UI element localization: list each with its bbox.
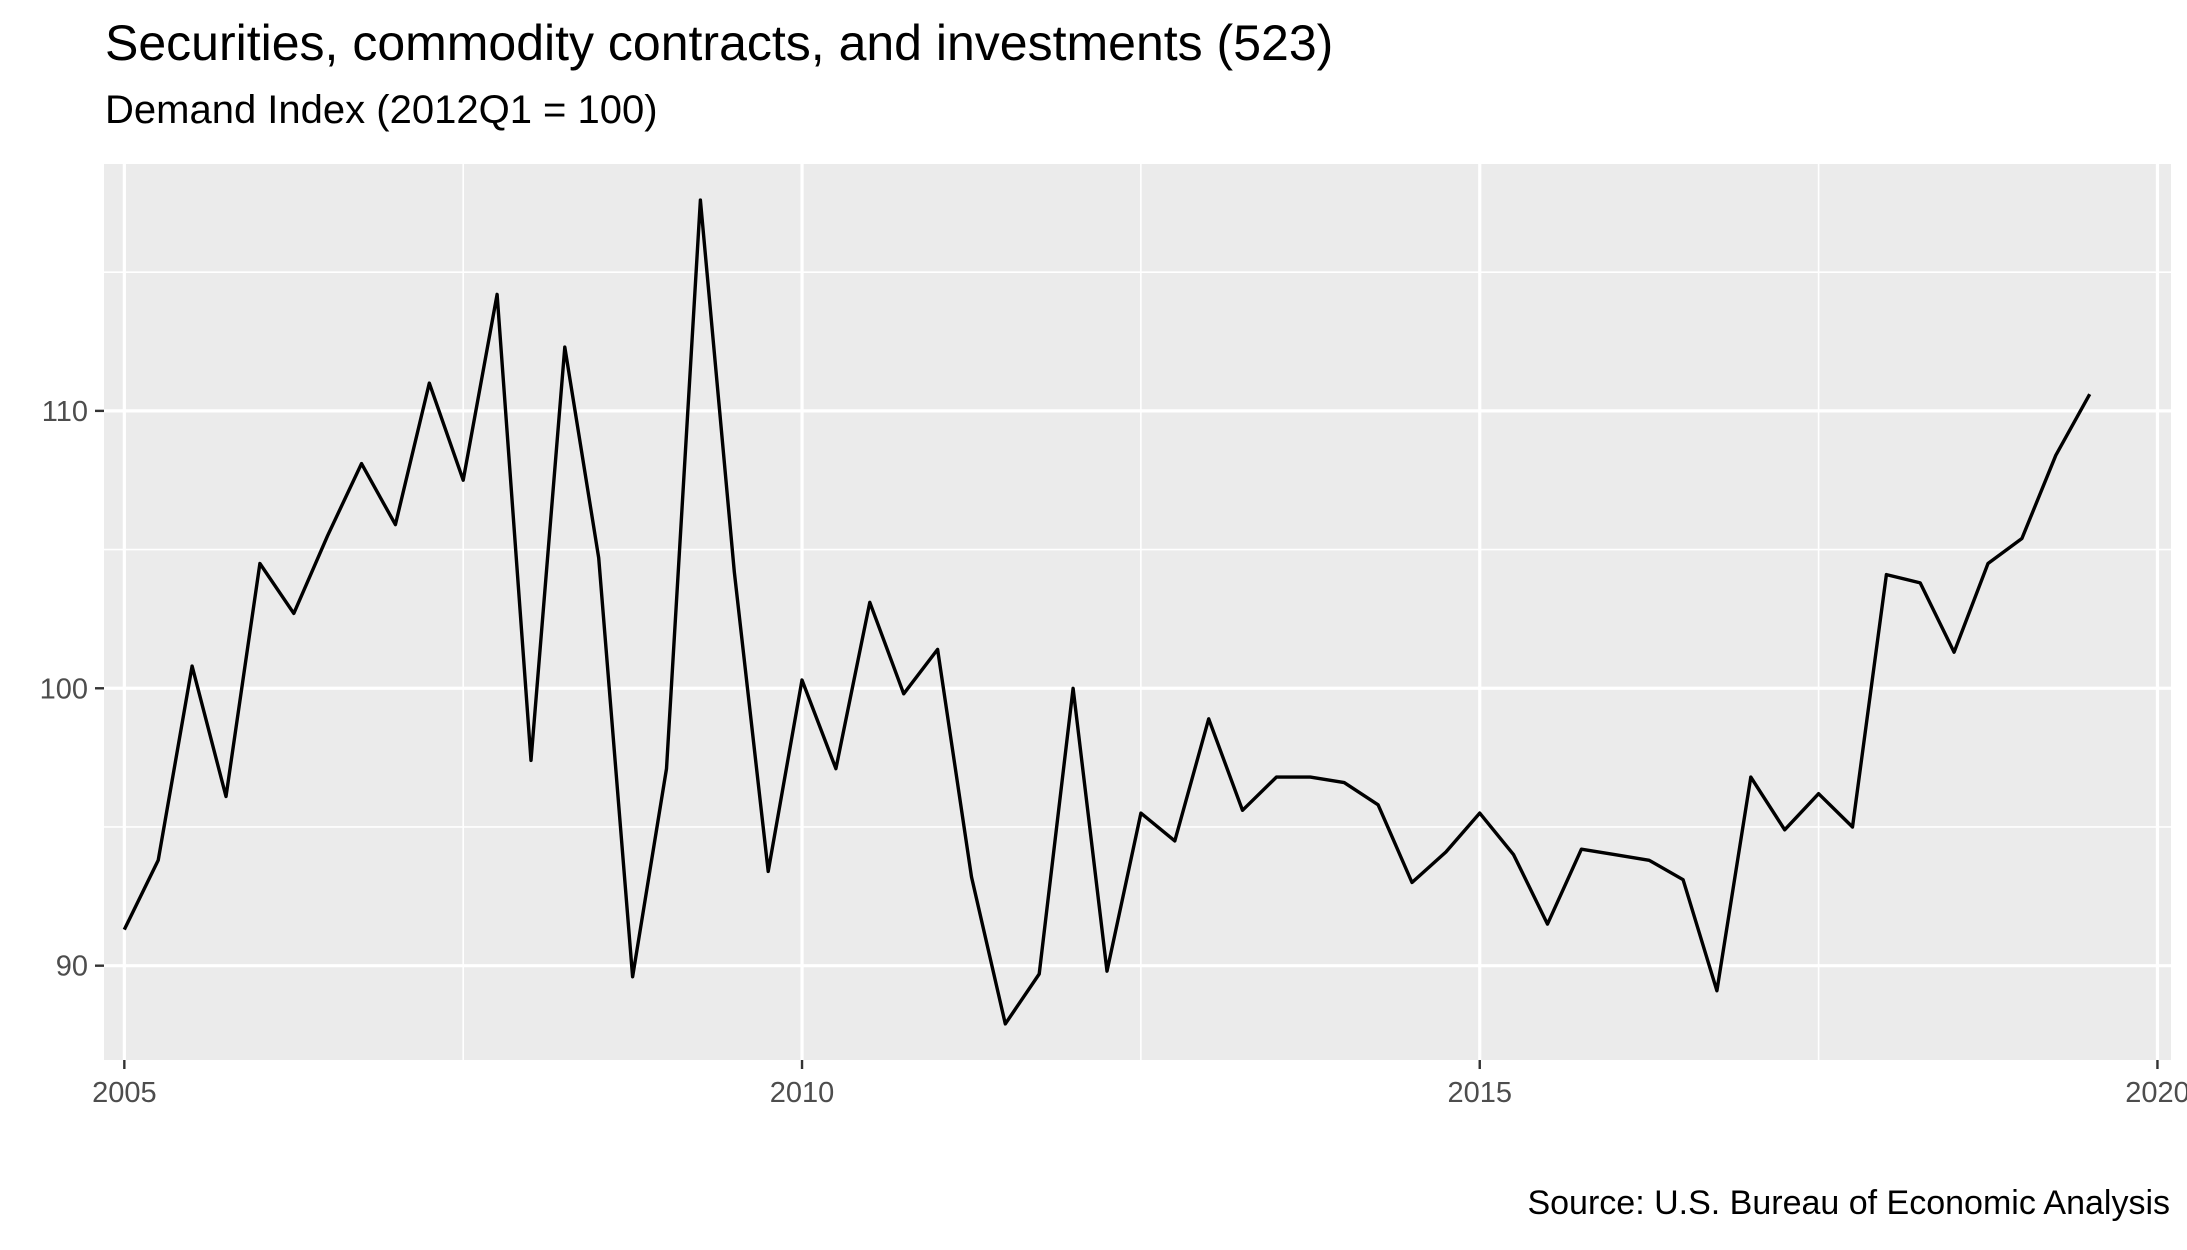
chart-subtitle: Demand Index (2012Q1 = 100) [105,88,658,132]
grid-minor [104,164,2171,1060]
y-tick-label: 110 [42,396,88,428]
source-caption: Source: U.S. Bureau of Economic Analysis [1527,1184,2170,1222]
x-axis: 2005 2010 2015 2020 [92,1060,2187,1109]
x-tick-label: 2020 [2125,1077,2187,1109]
y-axis: 90 100 110 [40,396,104,983]
chart-title: Securities, commodity contracts, and inv… [105,15,1334,71]
y-tick-label: 100 [40,673,88,705]
y-tick-label: 90 [56,951,88,983]
grid-major [104,164,2171,1060]
x-tick-label: 2005 [92,1077,157,1109]
x-tick-label: 2010 [770,1077,835,1109]
series-line [122,198,2092,1026]
x-tick-label: 2015 [1447,1077,1512,1109]
plot-panel [104,164,2171,1060]
